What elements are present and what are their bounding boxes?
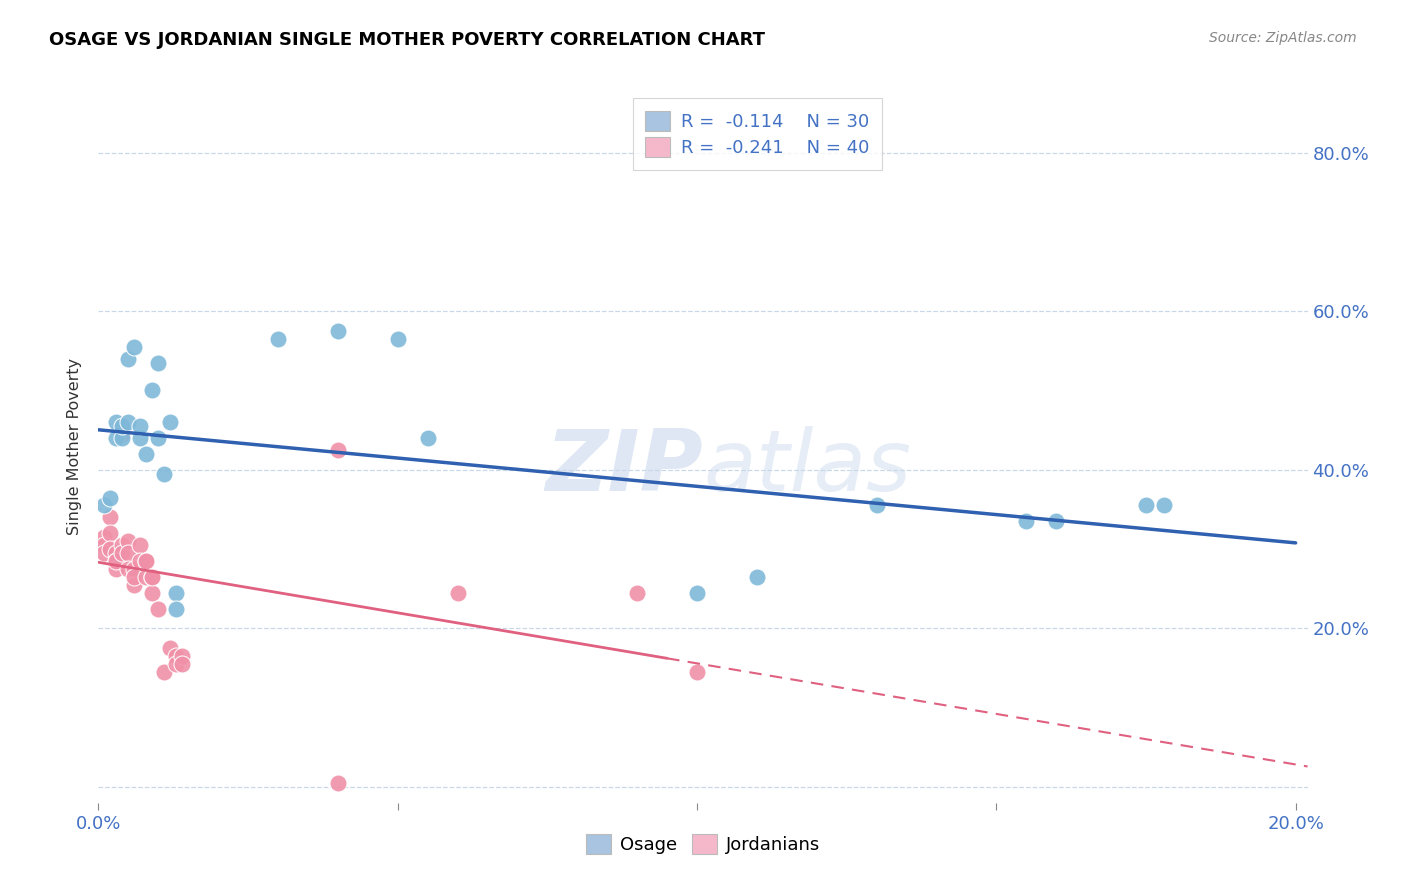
Point <box>159 415 181 429</box>
Point <box>1153 499 1175 513</box>
Point <box>129 538 152 552</box>
Point <box>100 542 122 557</box>
Point <box>165 657 187 671</box>
Point <box>117 534 139 549</box>
Point <box>141 570 163 584</box>
Point <box>626 585 648 599</box>
Point <box>745 570 768 584</box>
Text: atlas: atlas <box>703 425 911 509</box>
Point <box>93 499 115 513</box>
Point <box>93 530 115 544</box>
Point <box>153 467 176 481</box>
Point <box>105 546 128 560</box>
Point <box>93 538 115 552</box>
Point <box>124 578 146 592</box>
Point <box>141 585 163 599</box>
Point <box>135 570 157 584</box>
Point <box>165 585 187 599</box>
Point <box>111 427 134 442</box>
Point <box>124 340 146 354</box>
Point <box>865 499 887 513</box>
Point <box>686 665 709 679</box>
Point <box>148 356 170 370</box>
Point <box>387 332 409 346</box>
Point <box>117 546 139 560</box>
Point <box>117 351 139 366</box>
Point <box>135 554 157 568</box>
Point <box>105 562 128 576</box>
Point <box>326 442 349 457</box>
Point <box>100 526 122 541</box>
Point <box>141 570 163 584</box>
Point <box>326 324 349 338</box>
Y-axis label: Single Mother Poverty: Single Mother Poverty <box>67 358 83 534</box>
Point <box>326 776 349 790</box>
Point <box>267 332 290 346</box>
Point <box>141 384 163 398</box>
Point <box>129 419 152 434</box>
Point <box>100 510 122 524</box>
Point <box>446 585 468 599</box>
Point <box>111 538 134 552</box>
Point <box>416 431 439 445</box>
Text: ZIP: ZIP <box>546 425 703 509</box>
Point <box>105 554 128 568</box>
Text: Source: ZipAtlas.com: Source: ZipAtlas.com <box>1209 31 1357 45</box>
Point <box>117 415 139 429</box>
Point <box>172 649 194 664</box>
Point <box>124 570 146 584</box>
Point <box>93 546 115 560</box>
Point <box>172 657 194 671</box>
Point <box>129 431 152 445</box>
Point <box>111 546 134 560</box>
Text: OSAGE VS JORDANIAN SINGLE MOTHER POVERTY CORRELATION CHART: OSAGE VS JORDANIAN SINGLE MOTHER POVERTY… <box>49 31 765 49</box>
Point <box>135 554 157 568</box>
Point <box>165 601 187 615</box>
Point <box>1015 514 1038 528</box>
Point <box>135 447 157 461</box>
Point <box>1045 514 1067 528</box>
Point <box>100 491 122 505</box>
Point <box>129 554 152 568</box>
Point <box>111 419 134 434</box>
Point <box>148 601 170 615</box>
Point <box>117 562 139 576</box>
Point <box>165 649 187 664</box>
Point <box>1135 499 1157 513</box>
Point <box>124 562 146 576</box>
Point <box>153 665 176 679</box>
Legend: Osage, Jordanians: Osage, Jordanians <box>578 827 828 862</box>
Point <box>686 585 709 599</box>
Point <box>105 431 128 445</box>
Point <box>111 431 134 445</box>
Point <box>105 415 128 429</box>
Point <box>148 431 170 445</box>
Point <box>111 427 134 442</box>
Point <box>159 641 181 656</box>
Point <box>105 554 128 568</box>
